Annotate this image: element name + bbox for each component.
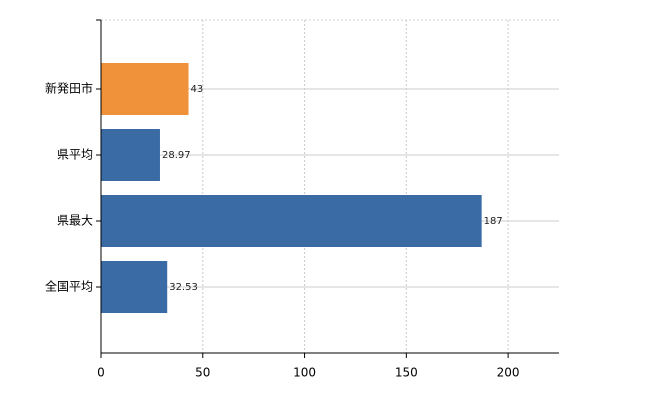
x-tick-label: 200 (497, 366, 520, 380)
y-tick-label: 全国平均 (45, 279, 93, 294)
bar (101, 261, 168, 313)
y-tick-label: 新発田市 (45, 81, 93, 96)
bar (101, 195, 482, 247)
bar (101, 63, 189, 115)
value-label: 43 (191, 84, 204, 95)
value-label: 28.97 (162, 150, 191, 161)
y-tick-label: 県最大 (57, 214, 93, 228)
x-tick-label: 150 (395, 366, 418, 380)
x-tick-label: 0 (97, 366, 105, 380)
y-tick-label: 県平均 (57, 148, 93, 162)
bar (101, 129, 160, 181)
x-tick-label: 100 (293, 366, 316, 380)
value-label: 187 (484, 216, 503, 227)
value-label: 32.53 (169, 282, 198, 293)
x-tick-label: 50 (195, 366, 210, 380)
